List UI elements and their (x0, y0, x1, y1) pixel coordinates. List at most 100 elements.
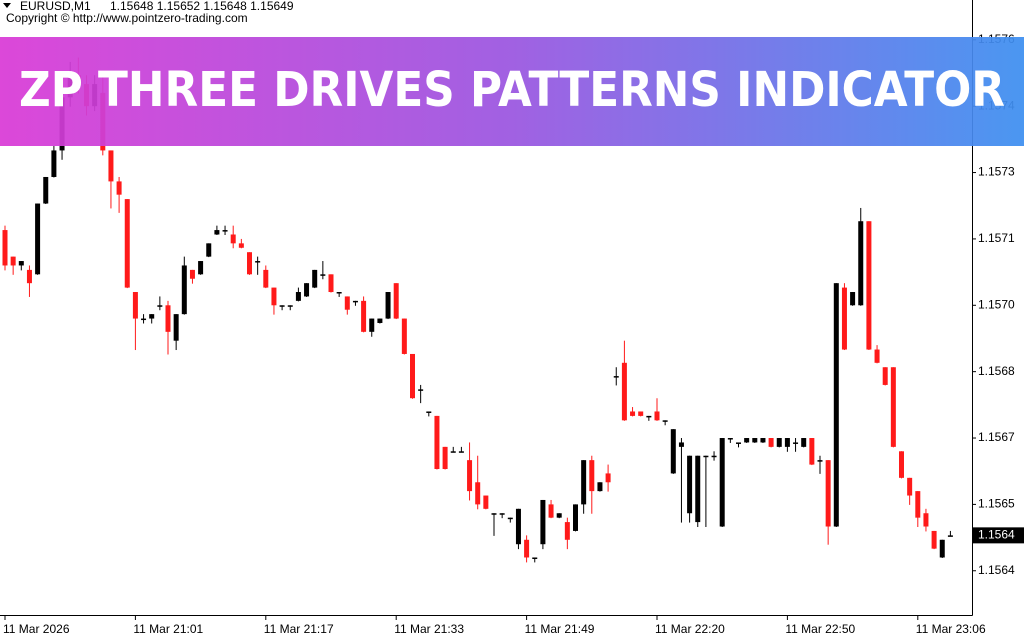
candle-body (727, 438, 733, 440)
candle-body (882, 367, 888, 385)
candle-body (132, 292, 138, 319)
candle-body (573, 504, 578, 531)
candle-body (532, 557, 538, 559)
collapse-arrow[interactable] (3, 3, 11, 8)
candle-body (43, 176, 49, 204)
x-tick-label: 11 Mar 21:01 (133, 622, 203, 636)
candle-body (206, 243, 212, 257)
candle-body (638, 411, 644, 416)
candle-body (418, 389, 424, 391)
candle-body (401, 318, 407, 354)
candle-body (173, 314, 179, 341)
candle-body (540, 499, 546, 545)
y-tick-label: 1.1571 (978, 231, 1015, 245)
candle-body (670, 429, 676, 474)
candle-body (458, 451, 464, 453)
candle-body (947, 535, 953, 537)
candle-body (907, 477, 913, 496)
candle-body (287, 305, 293, 307)
candle-body (825, 460, 831, 527)
candle-body (858, 221, 864, 306)
y-tick-label: 1.1568 (978, 364, 1015, 378)
candle-body (344, 296, 350, 310)
candle-body (890, 367, 896, 447)
candle-body (157, 305, 163, 307)
candle-body (841, 287, 847, 350)
candle-body (230, 234, 236, 244)
candle-body (939, 539, 945, 558)
candle-body (35, 203, 41, 275)
candle-body (507, 517, 513, 520)
candle-body (923, 513, 929, 527)
candle-body (793, 442, 799, 444)
candle-body (776, 438, 782, 447)
candle-body (328, 274, 334, 293)
candle-body (181, 265, 187, 315)
candle-body (719, 438, 725, 527)
candle-body (434, 415, 440, 469)
candle-body (320, 274, 326, 276)
banner-title: ZP THREE DRIVES PATTERNS INDICATOR (19, 62, 1005, 118)
candle-body (369, 318, 375, 332)
candle-body (352, 300, 358, 303)
symbol: EURUSD,M1 (20, 0, 91, 13)
candle-body (931, 530, 937, 549)
candle-body (711, 455, 717, 458)
candle-body (695, 455, 701, 523)
candle-body (760, 438, 766, 443)
candle-body (483, 495, 489, 509)
candle-body (850, 292, 856, 306)
x-tick-label: 11 Mar 21:33 (394, 622, 464, 636)
candle-body (263, 269, 269, 288)
candle-body (393, 283, 399, 319)
candle-body (581, 460, 587, 505)
candle-body (124, 199, 130, 288)
candle-body (630, 411, 636, 416)
candle-body (426, 411, 432, 413)
candle-body (10, 256, 16, 266)
candle-body (744, 438, 750, 443)
candle-body (189, 269, 195, 279)
candle-body (26, 269, 32, 284)
x-tick-label: 11 Mar 23:06 (916, 622, 986, 636)
candle-body (515, 508, 521, 545)
candle-body (247, 252, 252, 275)
candle-body (662, 420, 668, 422)
candle-body (336, 292, 342, 294)
candle-body (385, 292, 391, 319)
candle-body (752, 438, 758, 443)
candle-body (2, 230, 8, 266)
candle-body (149, 314, 155, 319)
candle-body (442, 446, 448, 469)
candle-body (605, 473, 611, 483)
candle-body (198, 261, 204, 275)
candle-body (646, 415, 652, 418)
candle-body (214, 230, 220, 235)
candle-body (564, 522, 570, 540)
candle-body (165, 305, 171, 332)
candle-body (621, 362, 627, 421)
candle-body (687, 455, 693, 514)
candle-body (238, 243, 244, 248)
candle-body (475, 482, 481, 505)
y-tick-label: 1.1564 (978, 563, 1015, 577)
candle-body (312, 269, 318, 288)
candle-body (18, 261, 24, 266)
candle-body (361, 300, 367, 332)
candle-body (108, 150, 114, 182)
candle-body (548, 504, 554, 518)
y-tick-label: 1.1565 (978, 497, 1015, 511)
candle-body (768, 438, 774, 447)
last-price-box (973, 527, 1024, 544)
candle-body (817, 460, 823, 462)
x-tick-label: 11 Mar 21:49 (525, 622, 595, 636)
candle-body (295, 292, 301, 301)
candle-body (450, 451, 456, 453)
candle-body (51, 150, 57, 177)
candle-body (467, 460, 473, 492)
x-tick-label: 11 Mar 22:50 (785, 622, 855, 636)
x-tick-label: 11 Mar 22:20 (655, 622, 725, 636)
candle-body (222, 230, 228, 232)
candle-body (304, 283, 310, 297)
candle-body (556, 513, 562, 518)
